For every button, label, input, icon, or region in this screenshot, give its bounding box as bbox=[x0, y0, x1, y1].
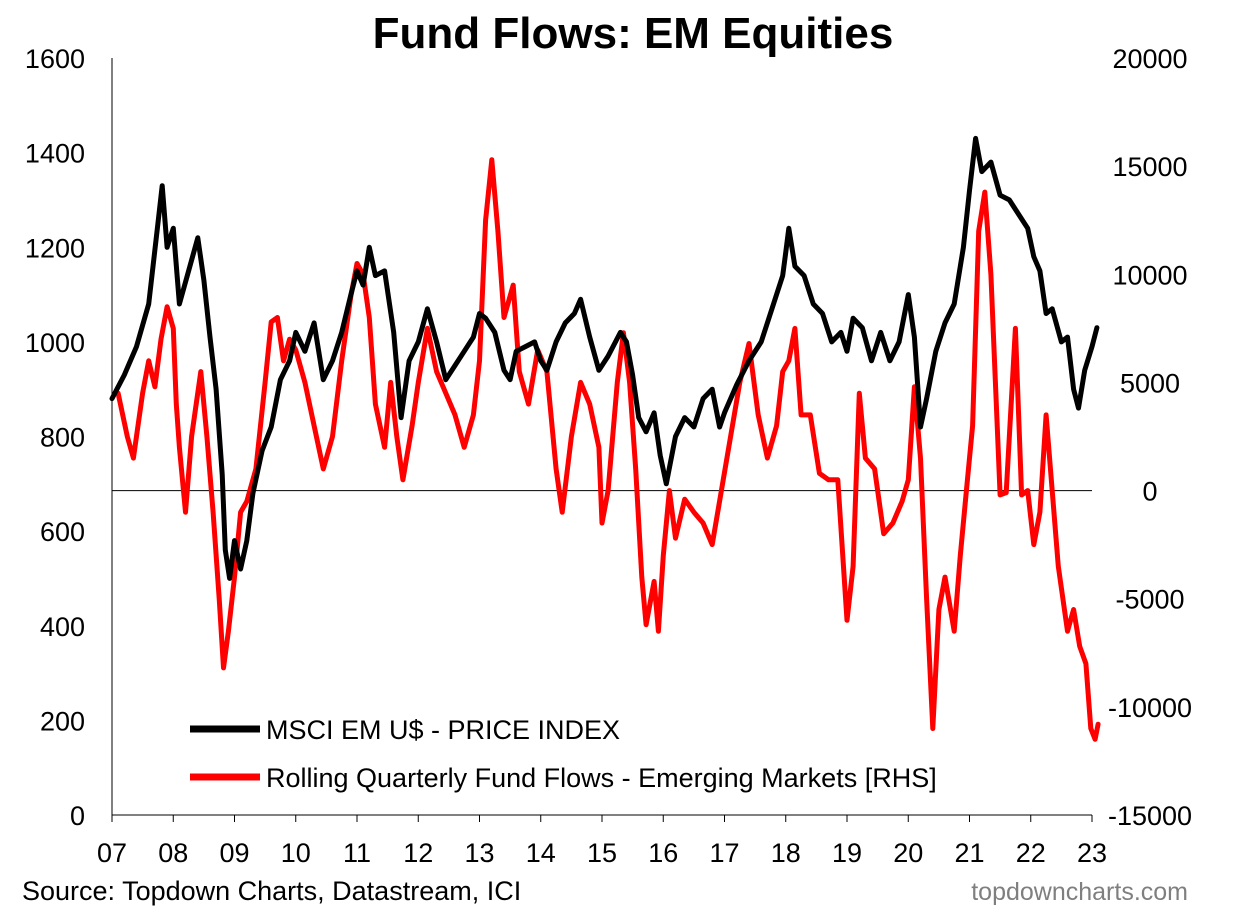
left-tick-label: 1000 bbox=[25, 328, 85, 358]
series-layer bbox=[109, 135, 1101, 742]
left-axis-ticks: 0 200 400 600 800 1000 1200 1400 1600 bbox=[25, 44, 85, 831]
x-tick-label: 18 bbox=[771, 838, 801, 868]
x-tick-label: 13 bbox=[464, 838, 494, 868]
x-tick-label: 20 bbox=[893, 838, 923, 868]
x-axis-ticks: 07 08 09 10 11 12 13 14 15 16 17 18 19 20 21 22 23 bbox=[97, 815, 1107, 868]
x-tick-label: 12 bbox=[403, 838, 433, 868]
series-line-msci-em bbox=[109, 135, 1100, 581]
right-tick-label: 20000 bbox=[1112, 44, 1187, 74]
watermark: topdowncharts.com bbox=[971, 878, 1188, 906]
legend-label-msci: MSCI EM U$ - PRICE INDEX bbox=[266, 715, 620, 745]
left-tick-label: 1400 bbox=[25, 139, 85, 169]
right-axis-ticks: -15000 -10000 -5000 0 5000 10000 15000 20000 bbox=[1108, 44, 1192, 831]
legend-label-flows: Rolling Quarterly Fund Flows - Emerging … bbox=[266, 763, 937, 793]
x-tick-label: 23 bbox=[1077, 838, 1107, 868]
left-tick-label: 200 bbox=[40, 706, 85, 736]
left-tick-label: 1200 bbox=[25, 233, 85, 263]
x-tick-label: 21 bbox=[954, 838, 984, 868]
right-tick-label: -10000 bbox=[1108, 693, 1192, 723]
series-line-fund-flows bbox=[115, 157, 1101, 742]
x-tick-label: 10 bbox=[281, 838, 311, 868]
left-tick-label: 400 bbox=[40, 612, 85, 642]
right-tick-label: 5000 bbox=[1120, 368, 1180, 398]
x-tick-label: 17 bbox=[709, 838, 739, 868]
right-tick-label: 15000 bbox=[1112, 152, 1187, 182]
source-note: Source: Topdown Charts, Datastream, ICI bbox=[22, 876, 522, 906]
x-tick-label: 15 bbox=[587, 838, 617, 868]
x-tick-label: 07 bbox=[97, 838, 127, 868]
left-tick-label: 0 bbox=[70, 801, 85, 831]
chart-title: Fund Flows: EM Equities bbox=[373, 9, 894, 58]
left-tick-label: 1600 bbox=[25, 44, 85, 74]
legend: MSCI EM U$ - PRICE INDEX Rolling Quarter… bbox=[190, 715, 937, 793]
x-tick-label: 09 bbox=[219, 838, 249, 868]
x-tick-label: 14 bbox=[526, 838, 556, 868]
x-tick-label: 11 bbox=[343, 838, 371, 868]
right-tick-label: -5000 bbox=[1115, 585, 1184, 615]
x-tick-label: 19 bbox=[832, 838, 862, 868]
right-tick-label: 10000 bbox=[1112, 260, 1187, 290]
left-tick-label: 600 bbox=[40, 517, 85, 547]
x-tick-label: 22 bbox=[1016, 838, 1046, 868]
right-tick-label: 0 bbox=[1142, 477, 1157, 507]
right-tick-label: -15000 bbox=[1108, 801, 1192, 831]
x-tick-label: 08 bbox=[158, 838, 188, 868]
x-tick-label: 16 bbox=[648, 838, 678, 868]
left-tick-label: 800 bbox=[40, 423, 85, 453]
